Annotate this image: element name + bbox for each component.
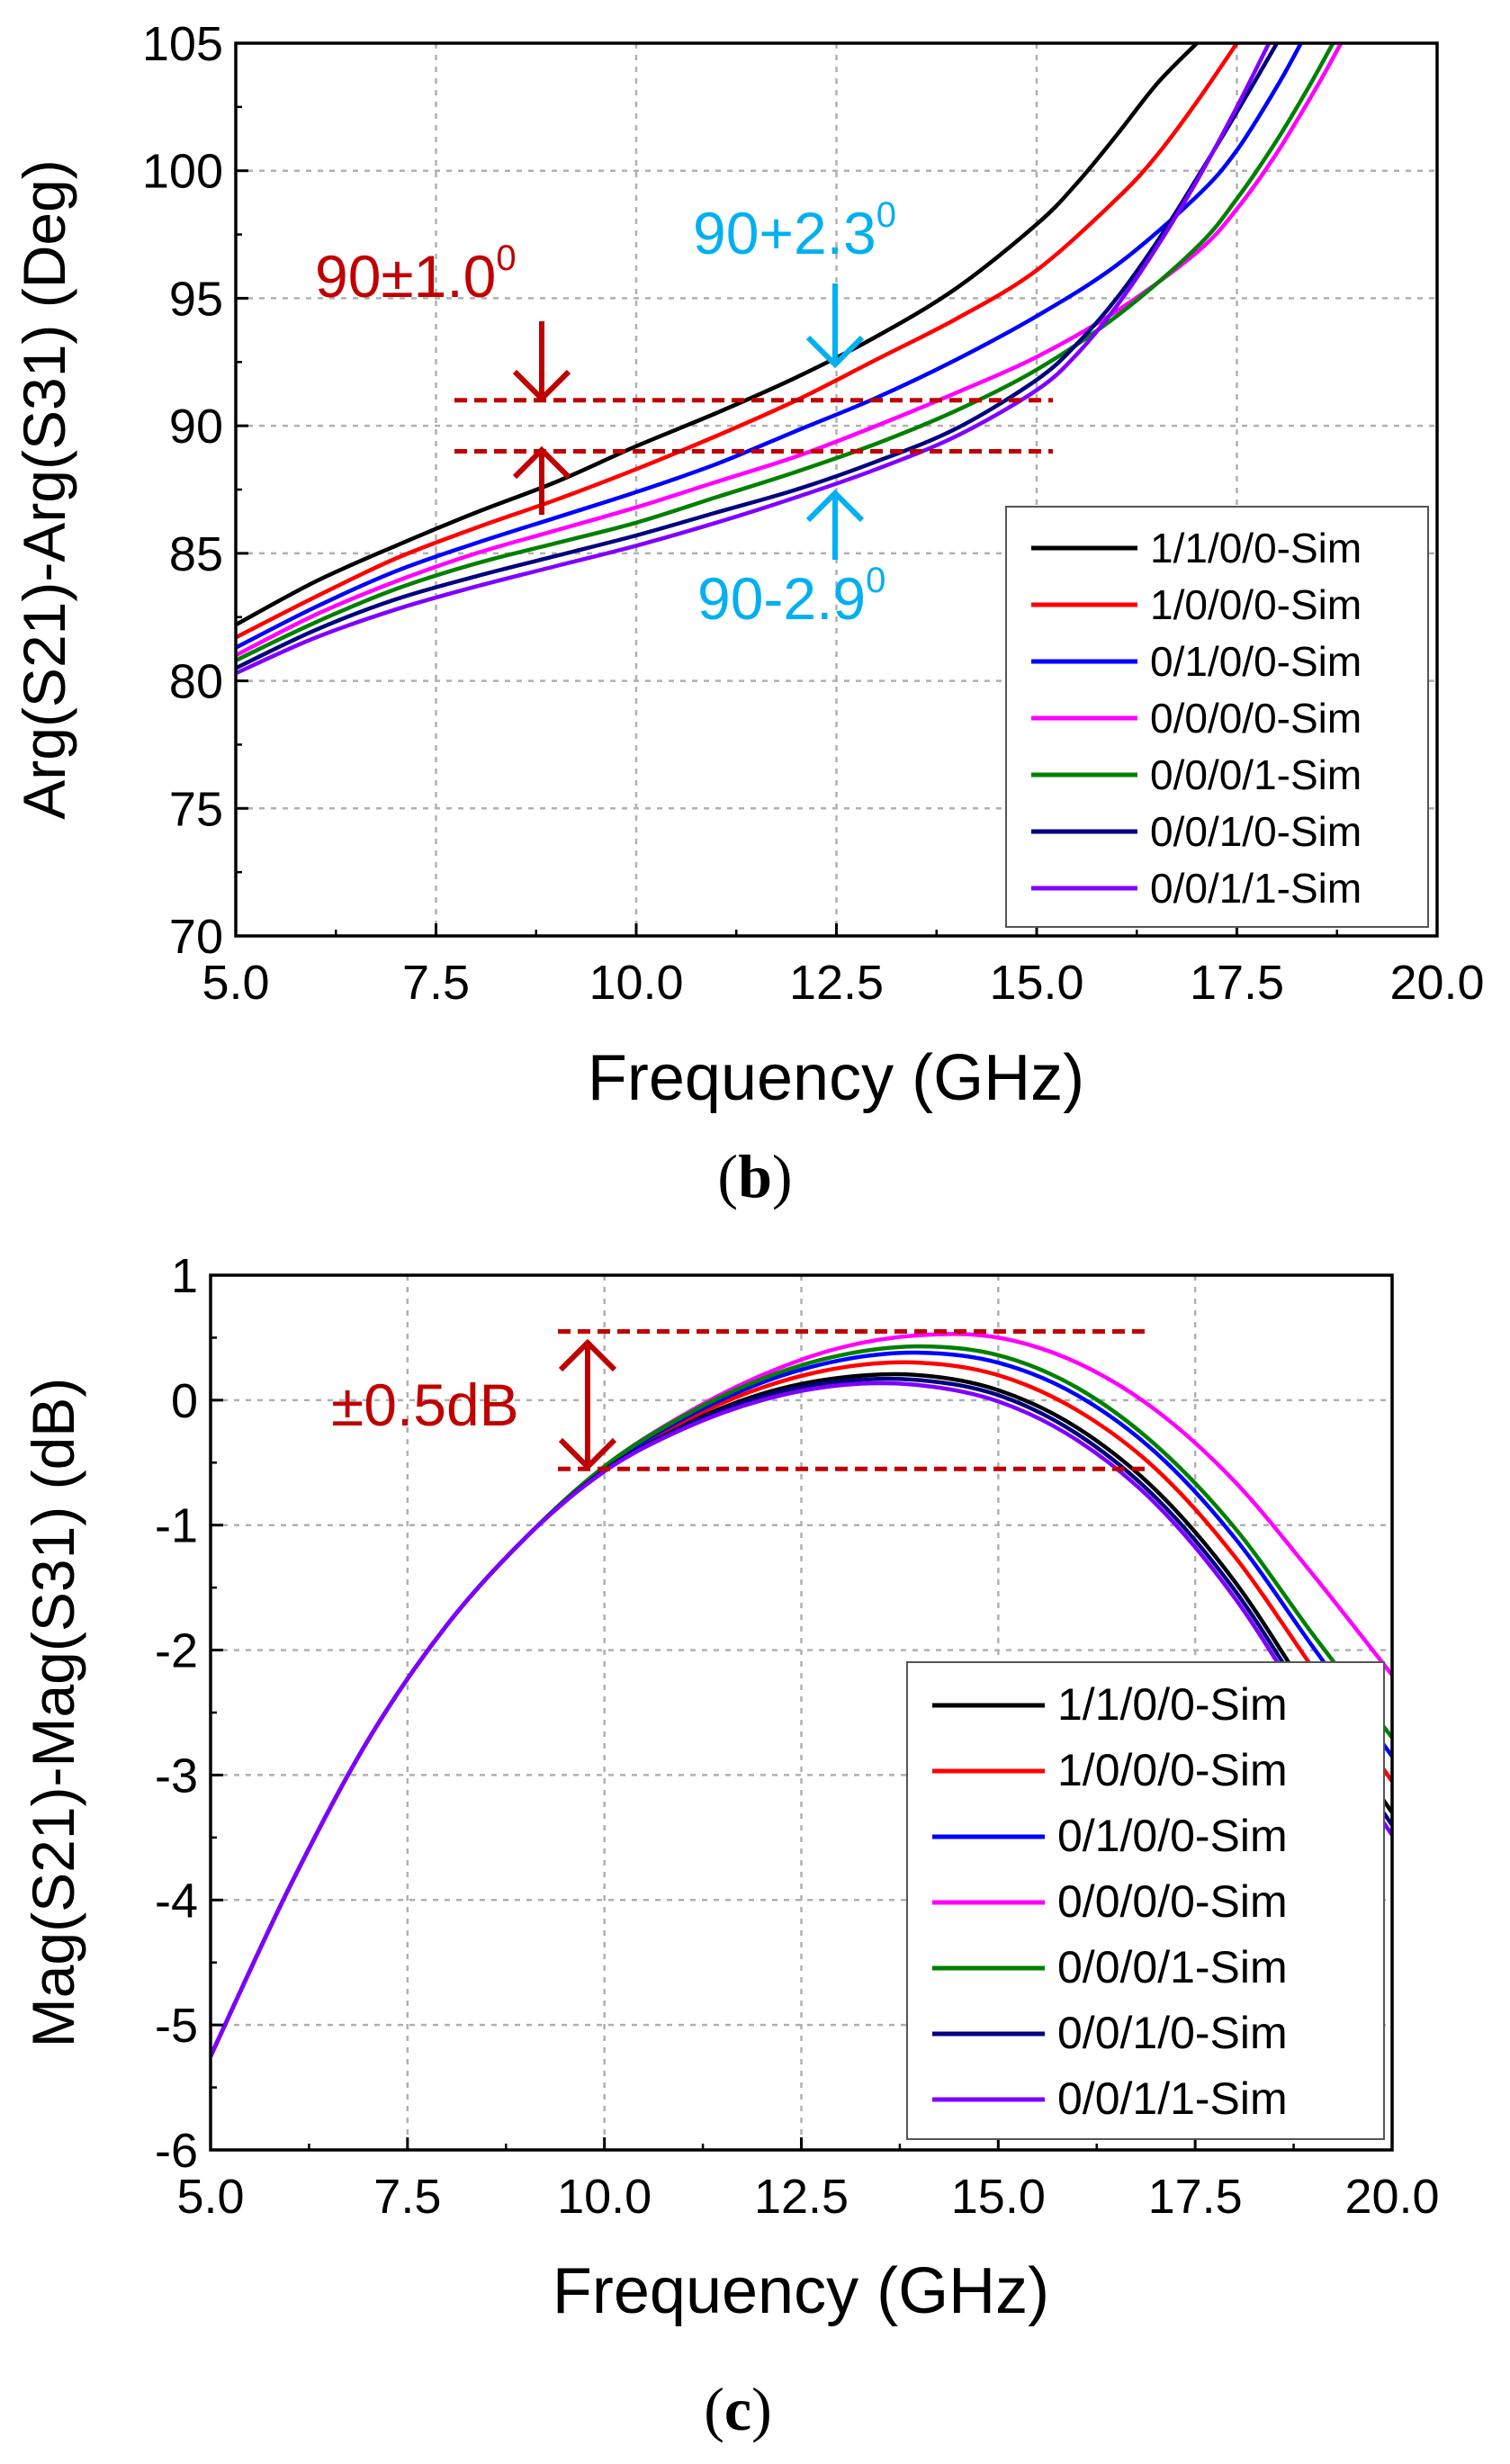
c-series-line	[211, 1380, 1392, 2057]
b-y-tick-label: 70	[169, 910, 223, 964]
b-y-tick-label: 105	[142, 17, 223, 71]
b-y-tick-label: 75	[169, 782, 223, 836]
c-x-tick-label: 15.0	[951, 2170, 1046, 2224]
chart-b-series	[236, 43, 1344, 676]
c-y-tick-label: -3	[155, 1749, 198, 1803]
b-legend-label: 1/1/0/0-Sim	[1150, 525, 1362, 571]
b-legend-label: 0/1/0/0-Sim	[1150, 638, 1362, 685]
b-y-tick-label: 90	[169, 400, 223, 454]
c-x-tick-label: 7.5	[373, 2170, 441, 2224]
chart-b-arrow-up-red	[512, 445, 571, 515]
b-series-line	[236, 43, 1199, 627]
c-y-tick-label: 0	[171, 1374, 198, 1428]
b-plot-border	[234, 41, 1439, 938]
chart-b-panel-label: (b)	[717, 1142, 792, 1210]
c-y-tick-label: -6	[155, 2124, 198, 2178]
c-legend-label: 1/0/0/0-Sim	[1057, 1745, 1288, 1795]
chart-b-xlabel: Frequency (GHz)	[588, 1042, 1084, 1114]
chart-c-annotation: ±0.5dB	[331, 1371, 519, 1438]
chart-b-arrow-down-red	[512, 321, 571, 403]
chart-b-annotation-cyan-top: 90+2.30	[693, 195, 896, 266]
chart-b-legend: 1/1/0/0-Sim 1/0/0/0-Sim 0/1/0/0-Sim 0/0/0/0…	[1005, 506, 1429, 928]
c-y-tick-label: -5	[155, 1999, 198, 2053]
c-legend-label: 0/0/1/1-Sim	[1057, 2073, 1288, 2124]
chart-b-reference-lines	[454, 398, 1053, 454]
b-x-tick-label: 5.0	[202, 956, 269, 1010]
b-series-line	[236, 43, 1303, 650]
chart-b-arrow-up-cyan	[805, 489, 865, 560]
c-legend-label: 0/0/0/1-Sim	[1057, 1942, 1288, 1992]
c-x-tick-label: 17.5	[1148, 2170, 1243, 2224]
chart-b-arrow-down-cyan	[805, 283, 865, 369]
chart-b-x-ticks: 5.0 7.5 10.0 12.5 15.0 17.5 20.0	[202, 956, 1484, 1010]
b-y-tick-label: 85	[169, 527, 223, 581]
c-y-tick-label: -2	[155, 1624, 198, 1678]
chart-c-double-arrow	[558, 1338, 617, 1471]
b-legend-label: 0/0/1/0-Sim	[1150, 808, 1362, 855]
b-series-line	[236, 43, 1279, 670]
b-legend-label: 0/0/1/1-Sim	[1150, 865, 1362, 912]
b-x-tick-label: 15.0	[989, 956, 1083, 1010]
chart-b-y-ticks: 70 75 80 85 90 95 100 105	[142, 17, 223, 964]
c-legend-label: 0/1/0/0-Sim	[1057, 1811, 1288, 1861]
b-x-tick-label: 10.0	[589, 956, 683, 1010]
c-y-tick-label: -1	[155, 1499, 198, 1553]
c-x-tick-label: 10.0	[557, 2170, 652, 2224]
chart-c-x-ticks: 5.0 7.5 10.0 12.5 15.0 17.5 20.0	[176, 2170, 1439, 2224]
c-x-tick-label: 5.0	[176, 2170, 244, 2224]
chart-b-grid	[236, 43, 1437, 936]
chart-c-y-ticks: -6 -5 -4 -3 -2 -1 0 1	[155, 1249, 198, 2178]
b-y-tick-label: 80	[169, 655, 223, 709]
b-series-line	[236, 43, 1344, 658]
chart-c-ylabel: Mag(S21)-Mag(S31) (dB)	[20, 1378, 86, 2048]
c-legend-label: 0/0/1/0-Sim	[1057, 2008, 1288, 2058]
chart-b-frame	[234, 41, 1439, 938]
b-legend-label: 1/0/0/0-Sim	[1150, 581, 1362, 628]
b-x-tick-label: 20.0	[1389, 956, 1484, 1010]
chart-c-frame	[209, 1273, 1394, 2152]
chart-b: 5.0 7.5 10.0 12.5 15.0 17.5 20.0 70 75 80 85 90 95 1…	[11, 17, 1485, 1210]
chart-c-xlabel: Frequency (GHz)	[553, 2255, 1049, 2327]
c-y-tick-label: 1	[171, 1249, 198, 1303]
b-series-line	[236, 43, 1335, 662]
chart-c-series	[211, 1332, 1392, 2057]
b-series-line	[236, 43, 1272, 676]
c-legend-label: 0/0/0/0-Sim	[1057, 1876, 1288, 1927]
b-y-tick-label: 100	[142, 145, 223, 199]
b-legend-label: 0/0/0/1-Sim	[1150, 751, 1362, 798]
b-y-tick-label: 95	[169, 272, 223, 326]
c-y-tick-label: -4	[155, 1874, 198, 1928]
chart-b-ylabel: Arg(S21)-Arg(S31) (Deg)	[11, 159, 77, 820]
c-x-tick-label: 12.5	[754, 2170, 849, 2224]
chart-c-panel-label: (c)	[704, 2375, 772, 2443]
b-x-tick-label: 7.5	[402, 956, 470, 1010]
b-legend-label: 0/0/0/0-Sim	[1150, 695, 1362, 742]
b-x-tick-label: 17.5	[1190, 956, 1284, 1010]
chart-c: 5.0 7.5 10.0 12.5 15.0 17.5 20.0 -6 -5 -4 -3 -2 -1 0…	[20, 1249, 1440, 2443]
chart-c-legend: 1/1/0/0-Sim 1/0/0/0-Sim 0/1/0/0-Sim 0/0/0/0…	[906, 1661, 1385, 2140]
chart-b-annotation-cyan-bottom: 90-2.90	[697, 561, 885, 632]
b-x-tick-label: 12.5	[789, 956, 884, 1010]
c-x-tick-label: 20.0	[1344, 2170, 1439, 2224]
c-plot-border	[209, 1273, 1394, 2152]
chart-b-annotation-red: 90±1.00	[315, 238, 517, 310]
c-legend-label: 1/1/0/0-Sim	[1057, 1679, 1288, 1730]
